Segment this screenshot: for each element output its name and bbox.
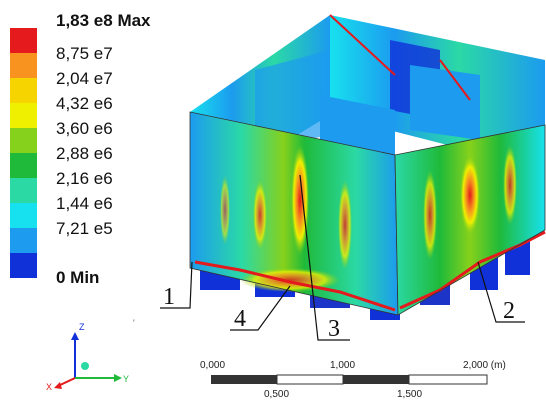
legend-label-2: 2,04 e7: [56, 69, 113, 88]
scale-label-1500: 1,500: [397, 389, 423, 400]
legend-swatch-2: [10, 78, 37, 103]
legend-swatch-6: [10, 178, 37, 203]
callout-2: 2: [477, 261, 525, 324]
legend-label-1: 8,75 e7: [56, 44, 113, 63]
legend-swatch-8: [10, 228, 37, 253]
scale-bar-graphic: [211, 374, 488, 385]
legend-swatch-3: [10, 103, 37, 128]
svg-text:2: 2: [503, 298, 515, 324]
legend-swatch-1: [10, 53, 37, 78]
legend-label-6: 2,16 e6: [56, 169, 113, 188]
x-axis-label: X: [46, 382, 52, 392]
legend-label-8: 7,21 e5: [56, 219, 113, 238]
legend-max-label: 1,83 e8 Max: [56, 11, 151, 30]
y-axis-label: Y: [123, 374, 129, 384]
axis-triad: Z Y X: [46, 322, 129, 392]
callout-1: 1: [160, 261, 193, 310]
legend-swatch-0: [10, 28, 37, 53]
svg-text:1: 1: [163, 284, 175, 310]
scale-label-1000: 1,000: [330, 360, 356, 371]
svg-text:3: 3: [328, 316, 340, 342]
scale-label-0500: 0,500: [264, 389, 290, 400]
scale-label-0: 0,000: [200, 360, 226, 371]
front-wall: [189, 111, 399, 316]
legend-label-7: 1,44 e6: [56, 194, 113, 213]
legend-swatch-9: [10, 253, 37, 278]
callout-3: 3: [299, 174, 350, 342]
legend-min-label: 0 Min: [56, 268, 100, 287]
callout-4: 4: [230, 285, 291, 332]
right-wall: [394, 124, 546, 316]
legend-label-3: 4,32 e6: [56, 94, 113, 113]
color-legend: 1,83 e8 Max 8,75 e7 2,04 e7 4,32 e6 3,60…: [0, 0, 190, 300]
legend-swatch-7: [10, 203, 37, 228]
scale-bar: 0,000 1,000 2,000 (m) 0,500 1,500: [190, 360, 530, 400]
back-walls: [190, 14, 545, 200]
svg-text:4: 4: [234, 306, 246, 332]
z-axis-label: Z: [79, 322, 85, 332]
tick-mark: ': [133, 318, 135, 328]
legend-swatch-5: [10, 153, 37, 178]
legend-label-5: 2,88 e6: [56, 144, 113, 163]
legend-label-4: 3,60 e6: [56, 119, 113, 138]
legend-swatch-4: [10, 128, 37, 153]
scale-label-2000: 2,000 (m): [463, 360, 506, 371]
